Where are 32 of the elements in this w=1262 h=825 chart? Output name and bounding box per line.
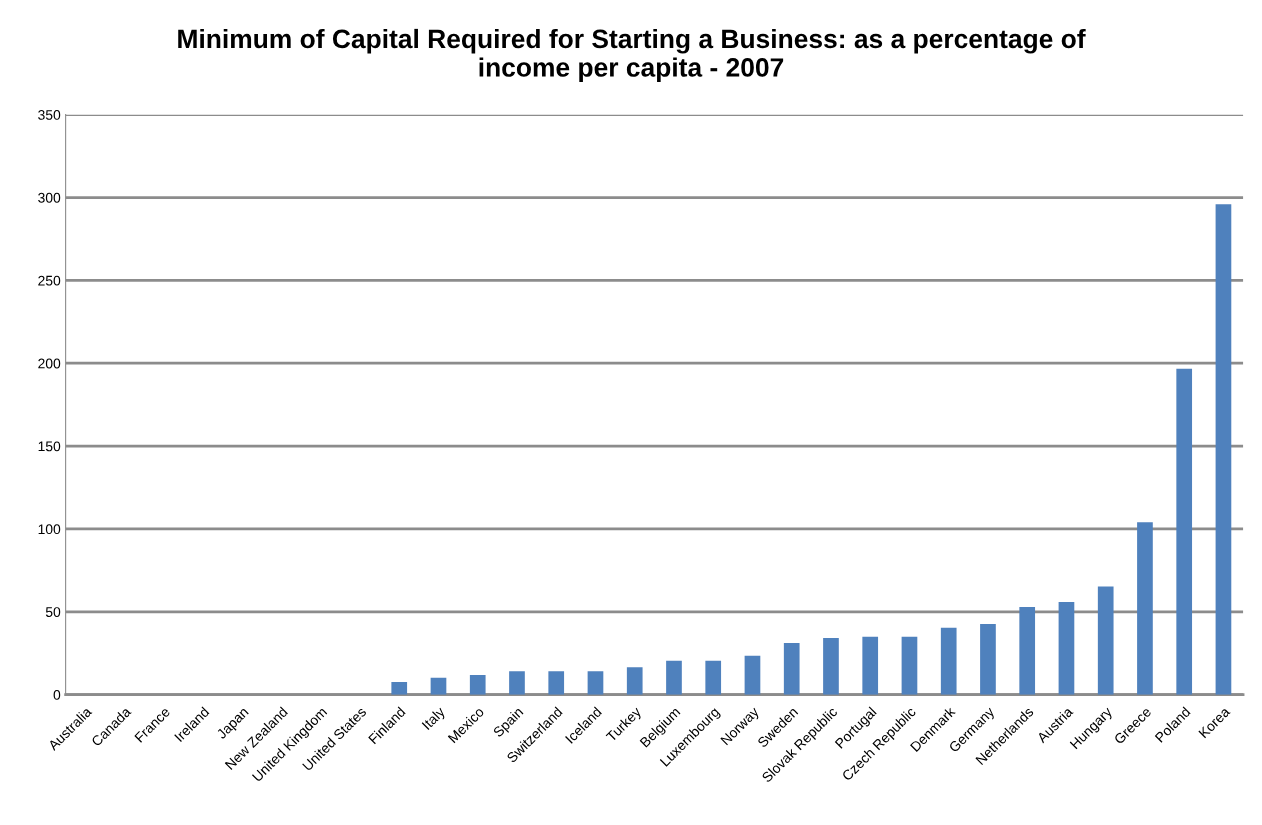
bar bbox=[823, 637, 839, 695]
bar bbox=[705, 660, 722, 695]
bar bbox=[980, 624, 996, 695]
y-tick-label: 250 bbox=[38, 275, 61, 286]
bar bbox=[862, 636, 879, 695]
bar bbox=[744, 655, 761, 695]
bar bbox=[1176, 368, 1193, 695]
bar bbox=[509, 671, 525, 695]
bar bbox=[1215, 204, 1232, 695]
bar bbox=[469, 674, 486, 695]
bar bbox=[901, 636, 918, 695]
bar bbox=[1137, 522, 1153, 695]
bar bbox=[430, 677, 447, 695]
x-tick-label: Italy bbox=[421, 705, 448, 733]
bar bbox=[1019, 606, 1036, 695]
bar bbox=[391, 682, 408, 695]
bar bbox=[940, 627, 957, 695]
y-tick-label: 300 bbox=[38, 192, 61, 203]
y-tick-label: 200 bbox=[38, 358, 61, 369]
bar bbox=[626, 667, 643, 695]
y-tick-label: 50 bbox=[45, 607, 61, 617]
bar bbox=[1097, 586, 1114, 695]
bar bbox=[1058, 602, 1075, 695]
chart-title: Minimum of Capital Required for Starting a Business: as a percentage of income per capita - 2007 bbox=[178, 28, 1086, 83]
y-tick-label: 150 bbox=[38, 441, 61, 452]
y-tick-label: 350 bbox=[38, 110, 61, 120]
y-tick-label: 0 bbox=[53, 689, 61, 700]
bar bbox=[548, 671, 565, 695]
bar bbox=[783, 643, 800, 695]
y-tick-label: 100 bbox=[38, 524, 61, 535]
bar bbox=[666, 660, 682, 695]
bar bbox=[587, 671, 604, 695]
